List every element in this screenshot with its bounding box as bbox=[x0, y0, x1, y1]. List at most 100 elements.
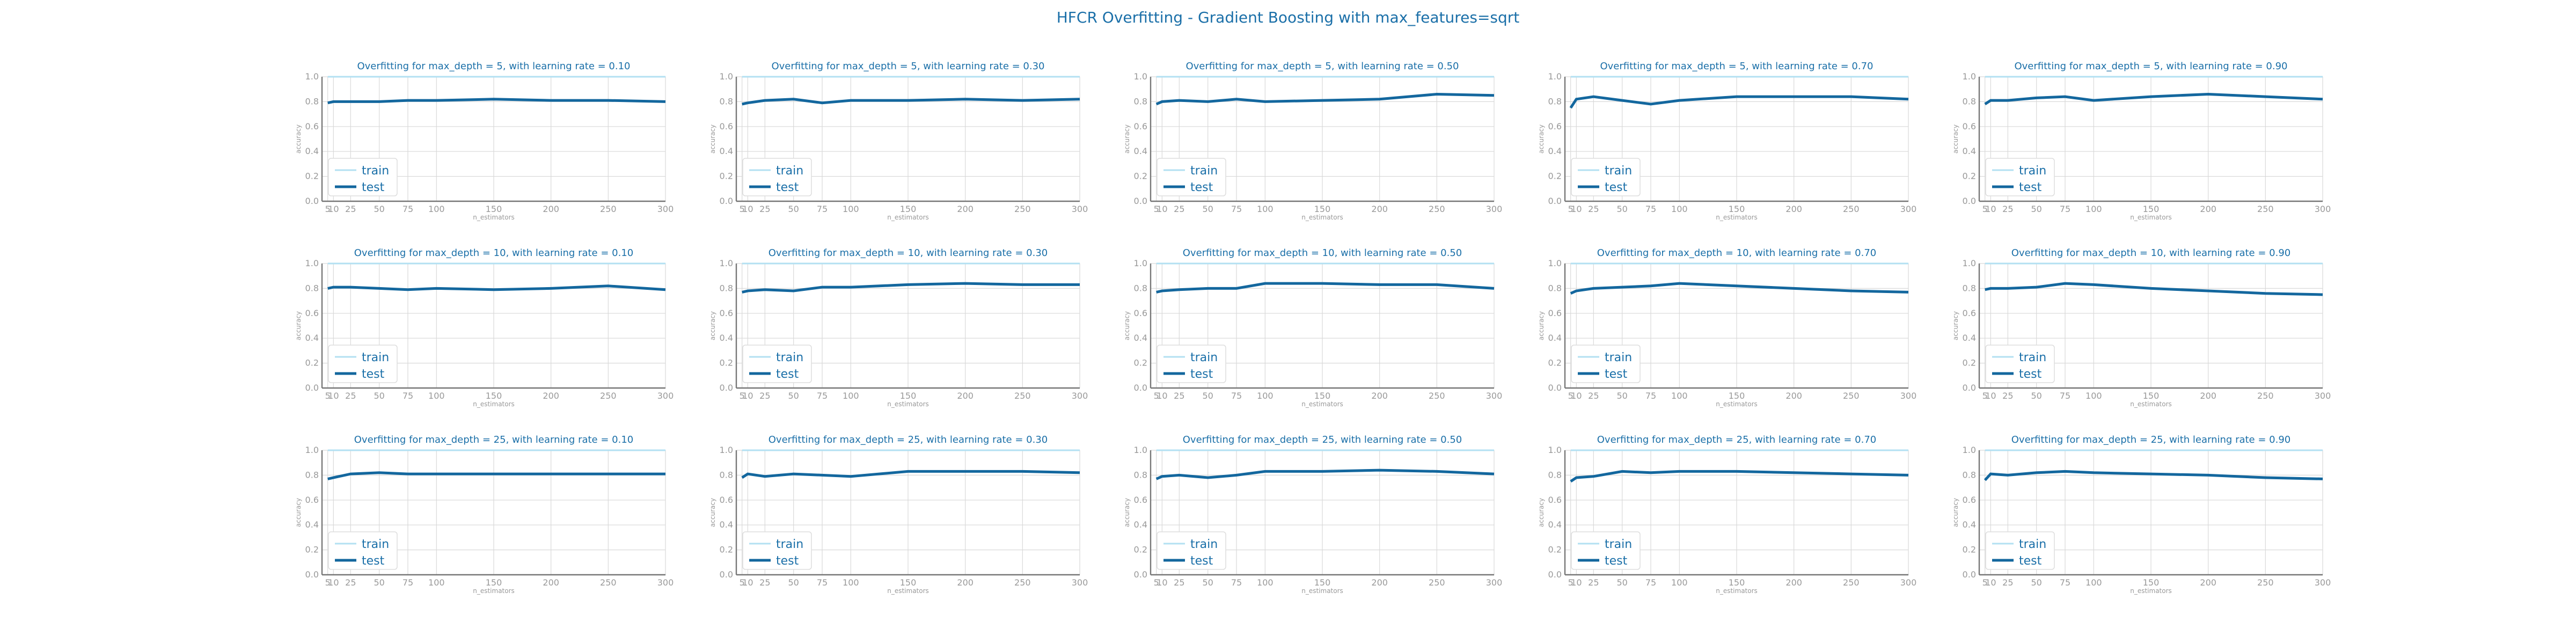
x-tick-label: 50 bbox=[374, 391, 384, 401]
legend-label-test: test bbox=[1605, 181, 1628, 194]
series-line-test bbox=[1570, 470, 1909, 483]
y-axis-label: accuracy bbox=[1952, 311, 1959, 340]
x-axis-label: n_estimators bbox=[2130, 587, 2172, 595]
y-tick-label: 0.8 bbox=[1963, 283, 1976, 293]
y-tick-label: 0.4 bbox=[1548, 519, 1562, 530]
x-tick-label: 100 bbox=[1671, 204, 1688, 214]
x-tick-label: 75 bbox=[817, 391, 828, 401]
y-tick-label: 0.6 bbox=[1963, 121, 1976, 131]
series-line-test bbox=[742, 282, 1080, 294]
y-tick-label: 1.0 bbox=[1134, 258, 1147, 268]
y-tick-label: 0.2 bbox=[1963, 358, 1976, 368]
x-tick-label: 10 bbox=[1157, 391, 1167, 401]
x-tick-label: 100 bbox=[843, 577, 859, 588]
x-tick-label: 10 bbox=[1157, 204, 1167, 214]
x-tick-label: 150 bbox=[900, 577, 917, 588]
x-tick-label: 100 bbox=[1257, 577, 1274, 588]
x-tick-label: 250 bbox=[1843, 577, 1860, 588]
legend-label-test: test bbox=[362, 368, 385, 381]
x-tick-label: 150 bbox=[1729, 204, 1745, 214]
subplot: Overfitting for max_depth = 25, with lea… bbox=[1123, 434, 1502, 595]
x-tick-label: 300 bbox=[2315, 577, 2331, 588]
x-tick-label: 5 bbox=[1568, 204, 1574, 214]
series-line-test bbox=[742, 98, 1080, 106]
y-tick-label: 0.2 bbox=[720, 171, 733, 181]
x-axis-label: n_estimators bbox=[887, 587, 929, 595]
subplot-grid: Overfitting for max_depth = 5, with lear… bbox=[295, 61, 2331, 595]
y-tick-label: 1.0 bbox=[1548, 71, 1562, 82]
x-axis-label: n_estimators bbox=[887, 400, 929, 408]
x-tick-label: 250 bbox=[2257, 391, 2274, 401]
series-line-test bbox=[1156, 282, 1495, 294]
x-tick-label: 25 bbox=[345, 577, 356, 588]
y-tick-label: 0.4 bbox=[305, 333, 319, 343]
y-axis-label: accuracy bbox=[1538, 125, 1545, 153]
subplot: Overfitting for max_depth = 10, with lea… bbox=[1123, 247, 1502, 408]
y-tick-label: 0.8 bbox=[305, 283, 319, 293]
figure-title: HFCR Overfitting - Gradient Boosting wit… bbox=[1057, 9, 1520, 26]
x-tick-label: 75 bbox=[1645, 577, 1656, 588]
y-tick-label: 0.0 bbox=[720, 196, 733, 206]
y-tick-label: 0.2 bbox=[1134, 358, 1147, 368]
y-tick-label: 1.0 bbox=[720, 258, 733, 268]
x-tick-label: 25 bbox=[759, 391, 770, 401]
y-tick-label: 0.0 bbox=[720, 383, 733, 393]
x-axis-label: n_estimators bbox=[1301, 214, 1343, 221]
y-tick-label: 0.2 bbox=[1548, 358, 1562, 368]
legend-label-test: test bbox=[776, 368, 799, 381]
legend-label-test: test bbox=[2019, 368, 2042, 381]
y-tick-label: 0.4 bbox=[1963, 333, 1976, 343]
legend-label-test: test bbox=[776, 181, 799, 194]
legend-label-train: train bbox=[1190, 538, 1218, 551]
legend-label-test: test bbox=[776, 554, 799, 568]
legend: train test bbox=[1985, 345, 2055, 383]
x-tick-label: 75 bbox=[2060, 577, 2070, 588]
legend: train test bbox=[328, 345, 398, 383]
x-tick-label: 75 bbox=[402, 204, 413, 214]
x-tick-label: 150 bbox=[900, 204, 917, 214]
y-tick-label: 1.0 bbox=[1548, 258, 1562, 268]
x-tick-label: 10 bbox=[328, 204, 339, 214]
x-tick-label: 25 bbox=[2002, 391, 2013, 401]
y-tick-label: 0.6 bbox=[1963, 308, 1976, 318]
x-tick-label: 5 bbox=[325, 391, 331, 401]
x-tick-label: 10 bbox=[742, 391, 753, 401]
y-tick-label: 1.0 bbox=[1134, 445, 1147, 455]
y-tick-label: 1.0 bbox=[1963, 71, 1976, 82]
x-tick-label: 250 bbox=[1014, 577, 1031, 588]
x-tick-label: 25 bbox=[345, 391, 356, 401]
x-tick-label: 25 bbox=[1174, 577, 1184, 588]
y-axis-label: accuracy bbox=[709, 498, 716, 527]
x-tick-label: 75 bbox=[817, 204, 828, 214]
y-tick-label: 0.0 bbox=[1134, 383, 1147, 393]
legend: train test bbox=[742, 531, 812, 570]
legend: train test bbox=[328, 158, 398, 196]
legend-label-test: test bbox=[1605, 368, 1628, 381]
x-tick-label: 100 bbox=[2085, 204, 2102, 214]
y-tick-label: 0.6 bbox=[1548, 121, 1562, 131]
y-tick-label: 0.8 bbox=[720, 283, 733, 293]
series-line-test bbox=[741, 470, 1080, 479]
x-tick-label: 5 bbox=[1568, 577, 1574, 588]
y-tick-label: 0.8 bbox=[1963, 470, 1976, 480]
y-tick-label: 0.4 bbox=[720, 333, 733, 343]
subplot: Overfitting for max_depth = 10, with lea… bbox=[709, 247, 1088, 408]
x-tick-label: 5 bbox=[1154, 391, 1159, 401]
legend-label-test: test bbox=[362, 181, 385, 194]
x-tick-label: 5 bbox=[1568, 391, 1574, 401]
y-tick-label: 0.8 bbox=[720, 96, 733, 106]
y-tick-label: 1.0 bbox=[305, 258, 319, 268]
y-axis-label: accuracy bbox=[295, 125, 302, 153]
y-tick-label: 0.4 bbox=[1134, 519, 1147, 530]
x-axis-label: n_estimators bbox=[887, 214, 929, 221]
y-tick-label: 0.6 bbox=[1134, 308, 1147, 318]
y-axis-label: accuracy bbox=[1538, 498, 1545, 527]
y-tick-label: 0.2 bbox=[305, 171, 319, 181]
y-tick-label: 0.6 bbox=[305, 495, 319, 505]
legend: train test bbox=[1157, 158, 1226, 196]
x-tick-label: 100 bbox=[843, 391, 859, 401]
x-tick-label: 150 bbox=[1729, 577, 1745, 588]
y-tick-label: 0.0 bbox=[1548, 383, 1562, 393]
legend-label-train: train bbox=[776, 164, 803, 178]
x-tick-label: 50 bbox=[788, 577, 799, 588]
